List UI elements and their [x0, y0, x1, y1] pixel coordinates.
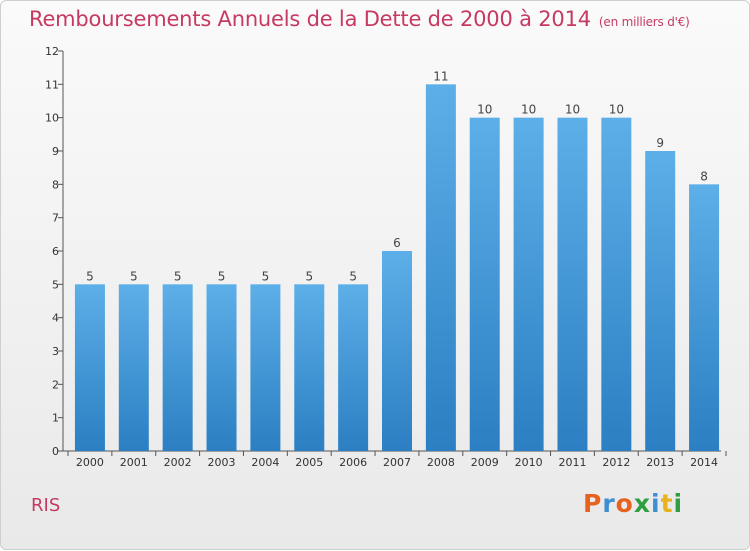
data-label-2006: 5 — [349, 269, 357, 283]
y-tick-label: 7 — [52, 212, 59, 225]
data-label-2011: 10 — [565, 103, 580, 117]
data-label-2003: 5 — [218, 269, 226, 283]
data-label-2001: 5 — [130, 269, 138, 283]
data-label-2005: 5 — [305, 269, 313, 283]
bar-2001 — [118, 284, 149, 451]
data-label-2012: 10 — [609, 103, 624, 117]
proxiti-logo[interactable]: Proxiti — [583, 489, 683, 518]
y-tick-label: 0 — [52, 445, 59, 458]
y-tick-label: 10 — [45, 112, 59, 125]
bar-2011 — [557, 117, 588, 452]
y-tick-label: 9 — [52, 145, 59, 158]
logo-letter: t — [660, 489, 674, 518]
data-label-2009: 10 — [477, 103, 492, 117]
bar-2008 — [425, 84, 456, 451]
data-label-2013: 9 — [656, 136, 664, 150]
bar-2010 — [513, 117, 544, 452]
chart-title: Remboursements Annuels de la Dette de 20… — [29, 7, 690, 31]
logo-letter: i — [651, 489, 661, 518]
x-tick-label-2010: 2010 — [515, 456, 543, 469]
data-label-2008: 11 — [433, 69, 448, 83]
data-label-2002: 5 — [174, 269, 182, 283]
x-tick-label-2003: 2003 — [208, 456, 236, 469]
chart-subtitle: (en milliers d'€) — [598, 15, 690, 29]
data-label-2007: 6 — [393, 236, 401, 250]
bar-2009 — [469, 117, 500, 452]
y-tick-label: 12 — [45, 45, 59, 58]
data-label-2000: 5 — [86, 269, 94, 283]
y-tick-label: 3 — [52, 345, 59, 358]
x-tick-label-2001: 2001 — [120, 456, 148, 469]
bar-2013 — [645, 151, 676, 451]
x-tick-label-2011: 2011 — [558, 456, 586, 469]
x-tick-label-2008: 2008 — [427, 456, 455, 469]
x-tick-label-2012: 2012 — [602, 456, 630, 469]
data-label-2014: 8 — [700, 169, 708, 183]
logo-letter: i — [673, 489, 684, 518]
data-label-2004: 5 — [262, 269, 270, 283]
y-tick-label: 5 — [52, 278, 59, 291]
bar-2003 — [206, 284, 237, 451]
bar-2014 — [689, 184, 720, 452]
x-tick-label-2002: 2002 — [164, 456, 192, 469]
bar-2005 — [294, 284, 325, 451]
y-tick-label: 1 — [52, 412, 59, 425]
place-name: RIS — [31, 495, 61, 516]
x-tick-label-2013: 2013 — [646, 456, 674, 469]
logo-letter: r — [602, 489, 616, 518]
x-tick-label-2005: 2005 — [295, 456, 323, 469]
logo-letter: x — [633, 489, 651, 518]
bar-2002 — [162, 284, 193, 451]
logo-letter: P — [583, 489, 603, 518]
y-tick-label: 6 — [52, 245, 59, 258]
x-tick-label-2014: 2014 — [690, 456, 718, 469]
bar-2012 — [601, 117, 632, 452]
data-labels: 5 5 5 5 5 5 5 6 11 10 10 10 10 9 8 — [86, 69, 708, 283]
y-tick-label: 11 — [45, 78, 59, 91]
chart-title-text: Remboursements Annuels de la Dette de 20… — [29, 7, 591, 31]
y-tick-label: 2 — [52, 378, 59, 391]
bar-2004 — [250, 284, 281, 451]
x-tick-label-2004: 2004 — [251, 456, 279, 469]
bar-2006 — [338, 284, 369, 451]
data-label-2010: 10 — [521, 103, 536, 117]
x-tick-label-2006: 2006 — [339, 456, 367, 469]
x-tick-label-2009: 2009 — [471, 456, 499, 469]
x-tick-label-2007: 2007 — [383, 456, 411, 469]
y-tick-label: 4 — [52, 312, 59, 325]
bar-2000 — [74, 284, 105, 451]
x-tick-label-2000: 2000 — [76, 456, 104, 469]
logo-letter: o — [615, 489, 634, 518]
y-tick-label: 8 — [52, 178, 59, 191]
bars — [74, 84, 720, 452]
bar-2007 — [382, 251, 412, 451]
